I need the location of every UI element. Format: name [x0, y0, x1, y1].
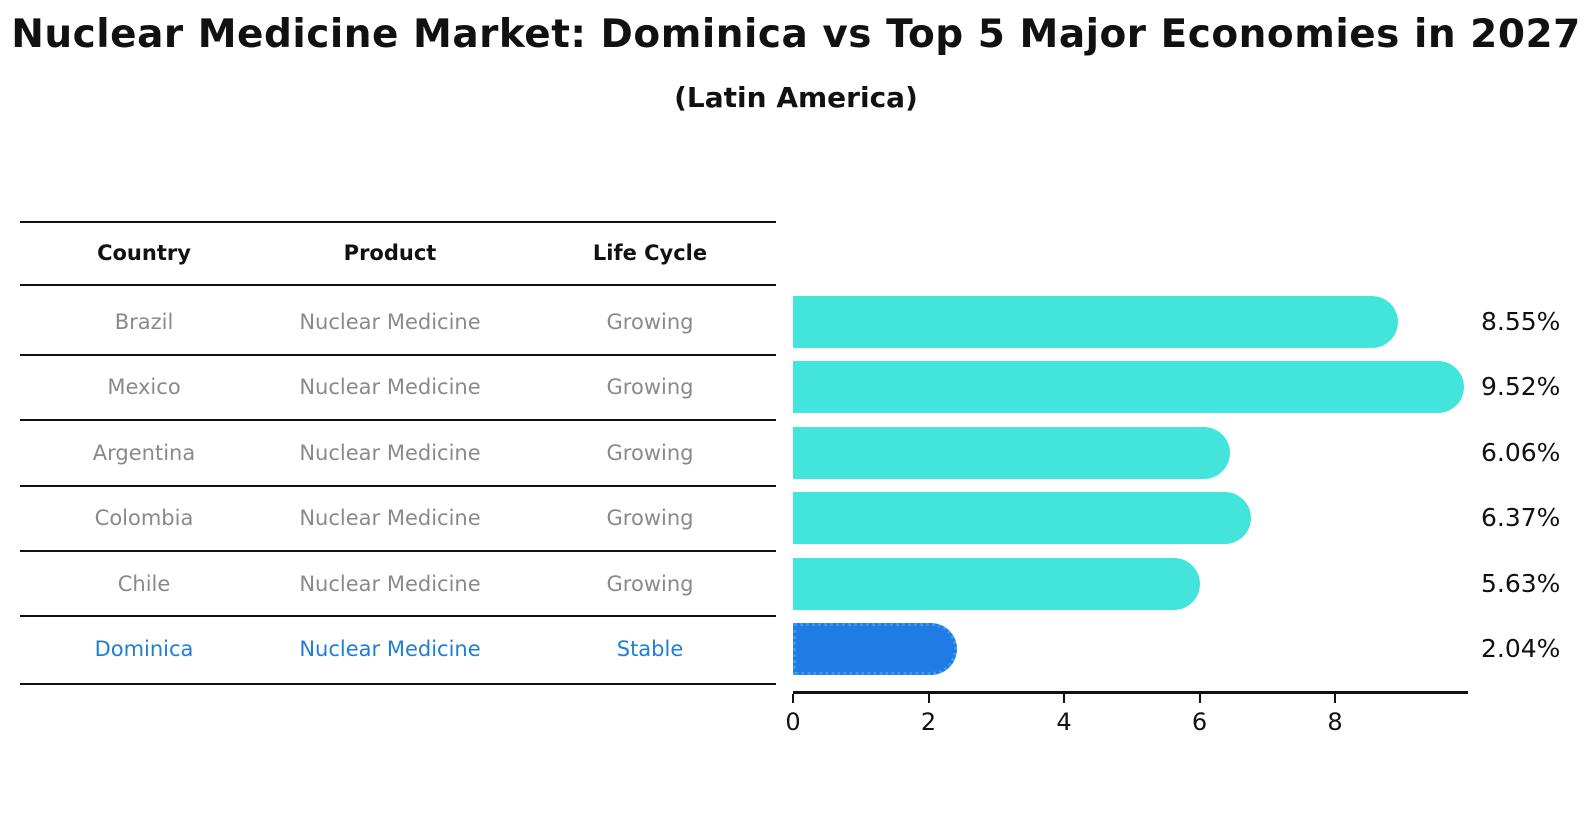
- table-rule: [20, 549, 776, 552]
- x-axis-tick-label: 6: [1191, 708, 1208, 736]
- table-cell-life-cycle: Growing: [606, 440, 694, 465]
- chart-title: Nuclear Medicine Market: Dominica vs Top…: [11, 12, 1581, 57]
- table-cell-country: Colombia: [94, 506, 194, 531]
- table-cell-life-cycle: Growing: [606, 375, 694, 400]
- bar-value-label: 5.63%: [1481, 568, 1561, 598]
- chart-subtitle: (Latin America): [674, 81, 918, 114]
- table-cell-country: Brazil: [114, 310, 174, 334]
- table-cell-country: Mexico: [107, 375, 181, 400]
- x-axis-tick-label: 4: [1056, 708, 1072, 736]
- table-cell-country: Chile: [117, 571, 171, 596]
- table-cell-country: Dominica: [94, 637, 194, 661]
- table-cell-product: Nuclear Medicine: [299, 310, 481, 334]
- table-cell-product: Nuclear Medicine: [299, 375, 481, 400]
- bar-mexico: [793, 361, 1464, 414]
- table-cell-product: Nuclear Medicine: [299, 637, 481, 661]
- bar-value-label: 8.55%: [1481, 307, 1561, 336]
- bar-chile: [793, 557, 1201, 610]
- bar-highlight-dominica: [793, 623, 958, 675]
- table-cell-product: Nuclear Medicine: [299, 440, 481, 465]
- table-cell-product: Nuclear Medicine: [299, 506, 481, 531]
- bar-value-label: 6.06%: [1481, 437, 1561, 467]
- table-rule: [20, 221, 776, 223]
- column-header-country: Country: [97, 241, 191, 265]
- x-axis-tick-label: 0: [785, 708, 801, 736]
- table-rule: [20, 683, 776, 685]
- bar-value-label: 2.04%: [1481, 634, 1561, 663]
- table-cell-country: Argentina: [92, 440, 196, 465]
- bar-value-label: 9.52%: [1481, 372, 1561, 402]
- table-rule: [20, 615, 776, 618]
- column-header-product: Product: [343, 241, 437, 265]
- column-header-life-cycle: Life Cycle: [592, 241, 708, 265]
- bar-value-label: 6.37%: [1481, 503, 1561, 533]
- x-axis-line: [793, 691, 1468, 694]
- table-cell-life-cycle: Growing: [606, 571, 694, 596]
- table-rule: [20, 419, 776, 422]
- table-rule: [20, 284, 776, 286]
- bar-colombia: [793, 492, 1251, 545]
- table-cell-life-cycle: Growing: [606, 506, 694, 531]
- table-cell-product: Nuclear Medicine: [299, 571, 481, 596]
- x-axis-tick: [1334, 694, 1336, 703]
- table-cell-life-cycle: Stable: [616, 637, 684, 661]
- bar-argentina: [793, 426, 1230, 479]
- bar-brazil: [793, 296, 1399, 348]
- x-axis-tick-label: 2: [920, 708, 937, 736]
- x-axis-tick: [927, 694, 930, 703]
- table-rule: [20, 353, 776, 356]
- x-axis-tick-label: 8: [1327, 708, 1343, 736]
- table-rule: [20, 484, 776, 487]
- x-axis-tick: [1198, 694, 1201, 703]
- x-axis-tick: [1063, 694, 1065, 703]
- table-cell-life-cycle: Growing: [606, 310, 694, 334]
- x-axis-tick: [792, 694, 794, 703]
